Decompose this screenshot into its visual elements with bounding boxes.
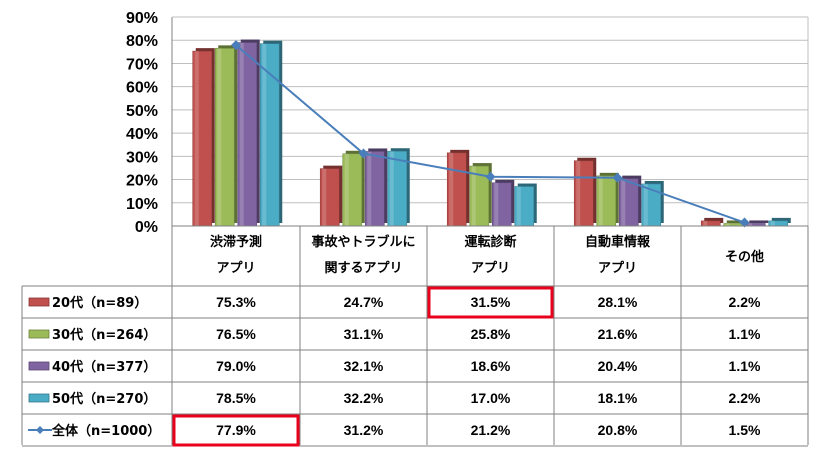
data-label: 20.4% bbox=[598, 358, 638, 374]
y-tick-label: 70% bbox=[126, 56, 158, 73]
bar-highlight bbox=[748, 223, 753, 226]
data-label: 32.1% bbox=[344, 358, 384, 374]
total-point bbox=[739, 217, 750, 228]
bar-shadow bbox=[771, 217, 791, 223]
bar-highlight bbox=[494, 182, 499, 226]
data-label: 79.0% bbox=[216, 358, 256, 374]
data-label: 31.2% bbox=[344, 422, 384, 438]
category-label: 運転診断 bbox=[464, 234, 516, 250]
data-label: 2.2% bbox=[729, 390, 761, 406]
bar-highlight bbox=[449, 152, 454, 226]
y-tick-label: 60% bbox=[126, 80, 158, 97]
y-tick-label: 30% bbox=[126, 149, 158, 166]
category-label: アプリ bbox=[471, 261, 510, 276]
y-tick-label: 40% bbox=[126, 126, 158, 143]
total-point bbox=[358, 148, 369, 159]
bar-shadow bbox=[749, 220, 769, 223]
data-label: 17.0% bbox=[471, 390, 511, 406]
y-tick-label: 90% bbox=[126, 10, 158, 27]
bar-highlight bbox=[344, 153, 349, 226]
data-label: 2.2% bbox=[729, 294, 761, 310]
y-tick-label: 0% bbox=[135, 219, 158, 236]
bar-highlight bbox=[703, 220, 708, 226]
data-label: 31.1% bbox=[344, 326, 384, 342]
highlight-box bbox=[172, 414, 300, 447]
bar-highlight bbox=[598, 175, 603, 226]
bar-highlight bbox=[239, 42, 244, 226]
data-label: 32.2% bbox=[344, 390, 384, 406]
bar-shadow bbox=[704, 217, 724, 223]
category-label: 自動車情報 bbox=[585, 234, 651, 250]
bar-highlight bbox=[262, 43, 267, 227]
bar-highlight bbox=[576, 160, 581, 226]
total-point bbox=[612, 172, 623, 183]
y-tick-label: 80% bbox=[126, 33, 158, 50]
data-label: 1.5% bbox=[729, 422, 761, 438]
data-label: 21.6% bbox=[598, 326, 638, 342]
legend-label: 50代（n=270） bbox=[52, 391, 156, 407]
category-label: 関するアプリ bbox=[324, 261, 402, 276]
data-label: 76.5% bbox=[216, 326, 256, 342]
legend-swatch bbox=[28, 361, 50, 371]
category-label: 事故やトラブルに bbox=[311, 234, 415, 250]
legend-marker-key bbox=[36, 426, 44, 434]
data-label: 31.5% bbox=[471, 294, 511, 310]
data-label: 18.1% bbox=[598, 390, 638, 406]
data-label: 75.3% bbox=[216, 294, 256, 310]
data-label: 24.7% bbox=[344, 294, 384, 310]
bar-highlight bbox=[643, 183, 648, 226]
legend-label: 全体（n=1000） bbox=[51, 423, 160, 439]
category-label: アプリ bbox=[216, 261, 255, 276]
legend-swatch bbox=[28, 297, 50, 307]
legend-label: 30代（n=264） bbox=[52, 327, 156, 343]
legend-label: 40代（n=377） bbox=[52, 359, 156, 375]
bar-shadow bbox=[726, 220, 746, 223]
data-label: 1.1% bbox=[729, 358, 761, 374]
category-label: 渋滞予測 bbox=[210, 234, 262, 250]
bar-highlight bbox=[322, 168, 327, 226]
highlight-box bbox=[427, 286, 554, 319]
data-label: 25.8% bbox=[471, 326, 511, 342]
bar-highlight bbox=[725, 223, 730, 226]
bar-highlight bbox=[516, 186, 521, 226]
bar-highlight bbox=[217, 48, 222, 226]
bar-highlight bbox=[389, 151, 394, 226]
data-label: 78.5% bbox=[216, 390, 256, 406]
data-label: 21.2% bbox=[471, 422, 511, 438]
data-label: 20.8% bbox=[598, 422, 638, 438]
total-point bbox=[231, 40, 241, 51]
legend-swatch bbox=[28, 393, 50, 403]
bar-highlight bbox=[471, 166, 476, 226]
y-tick-label: 50% bbox=[126, 103, 158, 120]
legend-label: 20代（n=89） bbox=[52, 295, 147, 311]
bar-highlight bbox=[367, 151, 372, 226]
data-label: 28.1% bbox=[598, 294, 638, 310]
legend-swatch bbox=[28, 329, 50, 339]
data-label: 1.1% bbox=[729, 326, 761, 342]
total-point bbox=[485, 171, 496, 182]
category-label: アプリ bbox=[598, 261, 637, 276]
y-tick-label: 20% bbox=[126, 173, 158, 190]
bar-highlight bbox=[770, 220, 775, 226]
bar-highlight bbox=[621, 178, 626, 226]
data-label: 77.9% bbox=[216, 422, 256, 438]
y-tick-label: 10% bbox=[126, 196, 158, 213]
category-label: その他 bbox=[725, 249, 764, 265]
bar-highlight bbox=[194, 51, 199, 227]
data-label: 18.6% bbox=[471, 358, 511, 374]
